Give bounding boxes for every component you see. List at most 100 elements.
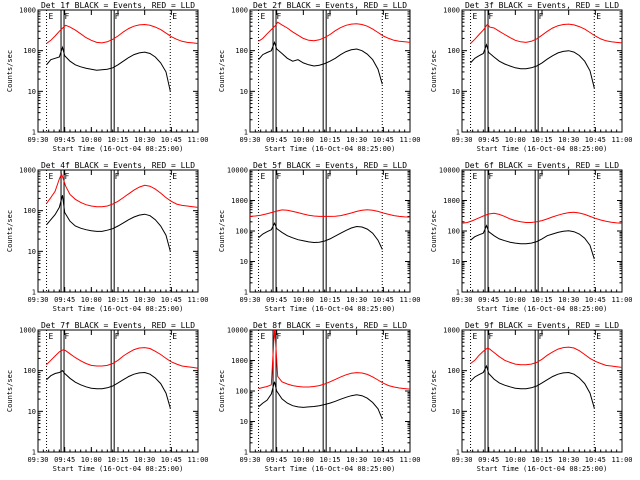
x-tick-label: 11:00 xyxy=(187,296,208,304)
x-tick-label: 10:45 xyxy=(585,136,606,144)
x-tick-label: 10:30 xyxy=(558,456,579,464)
x-tick-label: 10:15 xyxy=(107,136,128,144)
y-tick-label: 1000 xyxy=(443,327,460,335)
y-axis-label: Counts/sec xyxy=(218,50,226,92)
x-tick-label: 10:15 xyxy=(319,296,340,304)
x-tick-label: 09:45 xyxy=(478,456,499,464)
x-tick-label: 11:00 xyxy=(187,136,208,144)
marker-flag: F xyxy=(65,332,70,341)
y-tick-label: 10 xyxy=(28,88,36,96)
x-tick-label: 10:45 xyxy=(161,456,182,464)
plot-frame xyxy=(249,169,411,293)
x-tick-label: 10:00 xyxy=(505,456,526,464)
x-tick-label: 10:45 xyxy=(585,296,606,304)
detector-panel-1: Det 1f BLACK = Events, RED = LLD 1 10 100 10… xyxy=(6,1,209,153)
y-tick-label: 1000 xyxy=(231,357,248,365)
marker-flag: F xyxy=(489,332,494,341)
panel-title: Det 2f BLACK = Events, RED = LLD xyxy=(253,1,407,10)
plot-frame xyxy=(461,169,623,293)
x-axis-label: Start Time (16-Oct-04 08:25:00) xyxy=(477,465,608,473)
marker-flag: E xyxy=(473,172,478,181)
marker-flag: E xyxy=(473,12,478,21)
y-tick-label: 10000 xyxy=(227,327,248,335)
y-tick-label: 10 xyxy=(28,248,36,256)
x-tick-label: 09:45 xyxy=(478,296,499,304)
x-tick-label: 10:45 xyxy=(161,136,182,144)
x-axis-label: Start Time (16-Oct-04 08:25:00) xyxy=(53,465,184,473)
detector-panel-5: Det 5f BLACK = Events, RED = LLD 1 10 100 10… xyxy=(218,161,421,313)
x-tick-label: 10:15 xyxy=(319,136,340,144)
y-tick-label: 1000 xyxy=(19,7,36,15)
y-axis-label: Counts/sec xyxy=(6,50,14,92)
detector-panel-7: Det 7f BLACK = Events, RED = LLD 1 10 100 10… xyxy=(6,321,209,473)
marker-flag: F xyxy=(115,172,120,181)
plot-frame xyxy=(461,9,623,133)
x-tick-label: 10:15 xyxy=(531,456,552,464)
x-tick-label: 10:45 xyxy=(161,296,182,304)
marker-flag: E xyxy=(596,12,601,21)
y-tick-label: 1 xyxy=(456,289,460,297)
x-tick-label: 09:30 xyxy=(239,136,260,144)
x-tick-label: 09:30 xyxy=(239,456,260,464)
y-tick-label: 1 xyxy=(456,129,460,137)
lld-series-line xyxy=(46,172,198,208)
y-tick-label: 1 xyxy=(244,129,248,137)
x-tick-label: 09:45 xyxy=(54,456,75,464)
marker-flag: E xyxy=(172,12,177,21)
y-tick-label: 10 xyxy=(240,88,248,96)
x-tick-label: 10:45 xyxy=(373,296,394,304)
x-tick-label: 10:15 xyxy=(531,136,552,144)
lld-series-line xyxy=(470,23,622,44)
x-tick-label: 09:30 xyxy=(27,296,48,304)
y-axis-label: Counts/sec xyxy=(218,370,226,412)
panel-title: Det 5f BLACK = Events, RED = LLD xyxy=(253,161,407,170)
y-tick-label: 100 xyxy=(23,367,36,375)
x-tick-label: 10:45 xyxy=(373,456,394,464)
y-tick-label: 100 xyxy=(447,367,460,375)
y-tick-label: 100 xyxy=(235,47,248,55)
x-tick-label: 10:15 xyxy=(107,296,128,304)
x-axis-label: Start Time (16-Oct-04 08:25:00) xyxy=(265,305,396,313)
marker-flag: F xyxy=(277,12,282,21)
marker-flag: F xyxy=(489,12,494,21)
y-axis-label: Counts/sec xyxy=(218,210,226,252)
x-tick-label: 09:45 xyxy=(266,296,287,304)
lld-series-line xyxy=(258,330,410,390)
lld-series-line xyxy=(46,23,198,44)
marker-flag: E xyxy=(172,332,177,341)
events-series-line xyxy=(258,221,383,250)
x-axis-label: Start Time (16-Oct-04 08:25:00) xyxy=(53,145,184,153)
marker-flag: E xyxy=(261,332,266,341)
x-tick-label: 10:00 xyxy=(505,296,526,304)
marker-flag: F xyxy=(115,12,120,21)
x-axis-label: Start Time (16-Oct-04 08:25:00) xyxy=(53,305,184,313)
x-tick-label: 09:45 xyxy=(266,136,287,144)
events-series-line xyxy=(470,224,595,260)
x-tick-label: 10:30 xyxy=(134,136,155,144)
events-series-line xyxy=(258,40,383,85)
x-tick-label: 10:00 xyxy=(505,136,526,144)
y-tick-label: 10 xyxy=(240,258,248,266)
x-tick-label: 10:15 xyxy=(531,296,552,304)
plot-frame xyxy=(37,329,199,453)
lld-series-line xyxy=(250,209,410,218)
y-tick-label: 1 xyxy=(32,449,36,457)
y-tick-label: 100 xyxy=(23,47,36,55)
marker-flag: F xyxy=(327,12,332,21)
panel-title: Det 3f BLACK = Events, RED = LLD xyxy=(465,1,619,10)
marker-flag: F xyxy=(277,172,282,181)
marker-flag: E xyxy=(49,332,54,341)
marker-flag: F xyxy=(327,332,332,341)
lld-series-line xyxy=(46,347,198,369)
y-tick-label: 10 xyxy=(452,258,460,266)
x-tick-label: 10:00 xyxy=(81,296,102,304)
x-tick-label: 11:00 xyxy=(611,296,632,304)
plot-frame xyxy=(37,169,199,293)
y-tick-label: 10 xyxy=(240,418,248,426)
y-tick-label: 100 xyxy=(447,47,460,55)
y-tick-label: 1 xyxy=(244,449,248,457)
y-tick-label: 100 xyxy=(235,228,248,236)
y-tick-label: 100 xyxy=(23,207,36,215)
plot-frame xyxy=(249,329,411,453)
y-tick-label: 1 xyxy=(32,289,36,297)
